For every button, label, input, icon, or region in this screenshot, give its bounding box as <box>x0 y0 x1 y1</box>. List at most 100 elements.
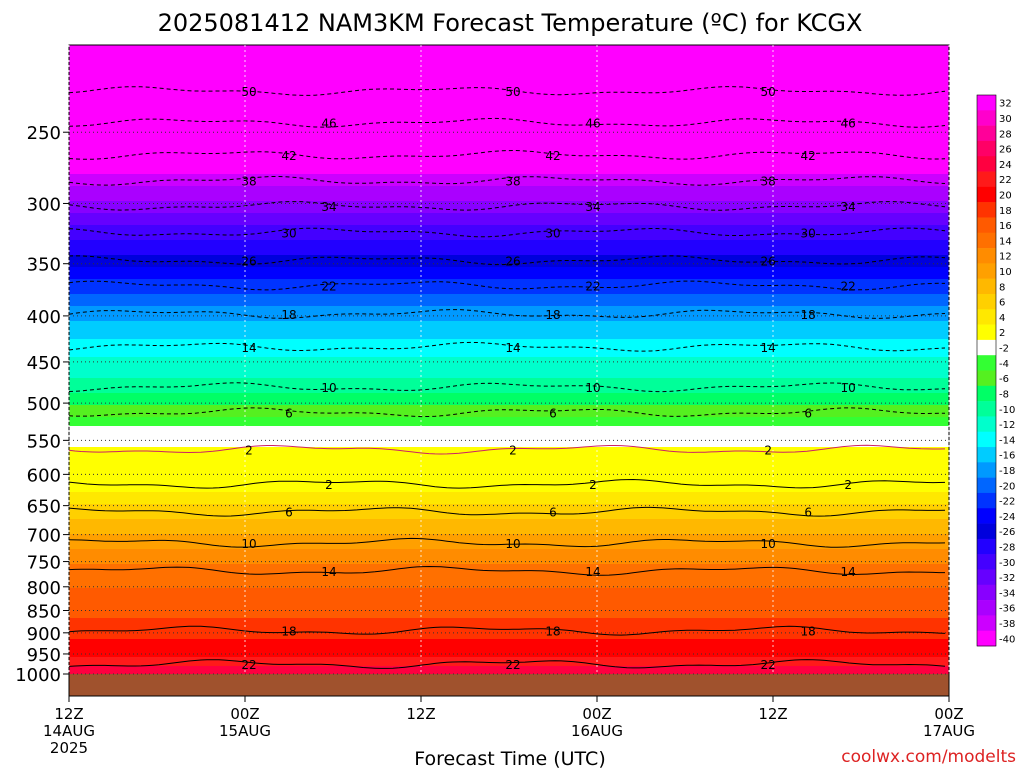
temperature-band <box>69 432 949 436</box>
colorbar-label: 2 <box>999 328 1005 339</box>
temperature-band <box>69 570 949 574</box>
y-tick-label: 400 <box>27 307 61 328</box>
y-tick-label: 250 <box>27 123 61 144</box>
temperature-band <box>69 402 949 406</box>
temperature-band <box>69 78 949 82</box>
temperature-band <box>69 138 949 142</box>
temperature-band <box>69 330 949 334</box>
contour-line <box>68 444 946 455</box>
temperature-band <box>69 276 949 280</box>
temperature-band <box>69 420 949 424</box>
temperature-band <box>69 291 949 295</box>
colorbar-label: 18 <box>999 206 1012 217</box>
contour-line <box>68 309 946 319</box>
temperature-band <box>69 279 949 283</box>
x-tick-label: 2025 <box>50 739 88 757</box>
temperature-band <box>69 348 949 352</box>
temperature-band <box>69 651 949 655</box>
temperature-band <box>69 612 949 616</box>
temperature-band <box>69 531 949 535</box>
temperature-band <box>69 126 949 130</box>
colorbar-label: -14 <box>999 435 1015 446</box>
temperature-band <box>69 573 949 577</box>
temperature-band <box>69 60 949 64</box>
colorbar-label: 16 <box>999 221 1012 232</box>
contour-line <box>68 537 946 548</box>
temperature-band <box>69 99 949 103</box>
temperature-band <box>69 324 949 328</box>
temperature-band <box>69 66 949 70</box>
colorbar-label: 8 <box>999 282 1005 293</box>
colorbar-swatch <box>977 584 996 601</box>
contour-label: 6 <box>804 506 812 520</box>
temperature-band <box>69 81 949 85</box>
colorbar-label: 28 <box>999 129 1012 140</box>
temperature-band <box>69 642 949 646</box>
temperature-band <box>69 48 949 52</box>
temperature-band <box>69 315 949 319</box>
temperature-band <box>69 159 949 163</box>
temperature-band <box>69 390 949 394</box>
y-tick-label: 900 <box>27 624 61 645</box>
temperature-band <box>69 636 949 640</box>
temperature-band <box>69 135 949 139</box>
colorbar-swatch <box>977 293 996 310</box>
temperature-band <box>69 438 949 442</box>
temperature-band <box>69 174 949 178</box>
x-tick-label: 15AUG <box>219 722 271 740</box>
contour-label: 42 <box>281 149 296 163</box>
temperature-band <box>69 456 949 460</box>
grid-lines <box>68 45 950 675</box>
temperature-band <box>69 234 949 238</box>
temperature-band <box>69 669 949 673</box>
x-tick-label: 00Z <box>230 705 259 723</box>
contour-label: 46 <box>841 117 856 131</box>
temperature-band <box>69 177 949 181</box>
temperature-band <box>69 312 949 316</box>
temperature-band <box>69 294 949 298</box>
temperature-band <box>69 507 949 511</box>
temperature-band <box>69 351 949 355</box>
temperature-band <box>69 387 949 391</box>
temperature-band <box>69 465 949 469</box>
temperature-band <box>69 549 949 553</box>
contour-label: 14 <box>505 341 520 355</box>
colorbar-swatch <box>977 140 996 157</box>
colorbar-swatch <box>977 569 996 586</box>
temperature-band <box>69 72 949 76</box>
y-tick-label: 700 <box>27 526 61 547</box>
temperature-band <box>69 591 949 595</box>
temperature-band <box>69 396 949 400</box>
temperature-band <box>69 222 949 226</box>
temperature-band <box>69 45 949 49</box>
contour-label: 22 <box>505 658 520 672</box>
colorbar-label: -28 <box>999 543 1015 554</box>
temperature-band <box>69 216 949 220</box>
temperature-band <box>69 153 949 157</box>
temperature-band <box>69 597 949 601</box>
contour-label: 2 <box>509 443 517 457</box>
contour-label: 10 <box>585 381 600 395</box>
contour-label: 14 <box>841 565 856 579</box>
contour-label: 18 <box>281 308 296 322</box>
temperature-band <box>69 435 949 439</box>
colorbar-label: 26 <box>999 145 1012 156</box>
temperature-band <box>69 306 949 310</box>
temperature-band <box>69 321 949 325</box>
temperature-band <box>69 537 949 541</box>
contour-label: 34 <box>321 200 336 214</box>
contour-label: 30 <box>545 226 560 240</box>
contour-label: 10 <box>761 537 776 551</box>
temperature-band <box>69 510 949 514</box>
colorbar-label: -10 <box>999 405 1015 416</box>
colorbar-swatch <box>977 538 996 555</box>
colorbar-swatch <box>977 462 996 478</box>
temperature-band <box>69 246 949 250</box>
temperature-band <box>69 87 949 91</box>
temperature-band <box>69 342 949 346</box>
contour-line <box>68 625 946 636</box>
temperature-band <box>69 495 949 499</box>
contour-label: 50 <box>241 85 256 99</box>
temperature-band <box>69 339 949 343</box>
temperature-band <box>69 285 949 289</box>
